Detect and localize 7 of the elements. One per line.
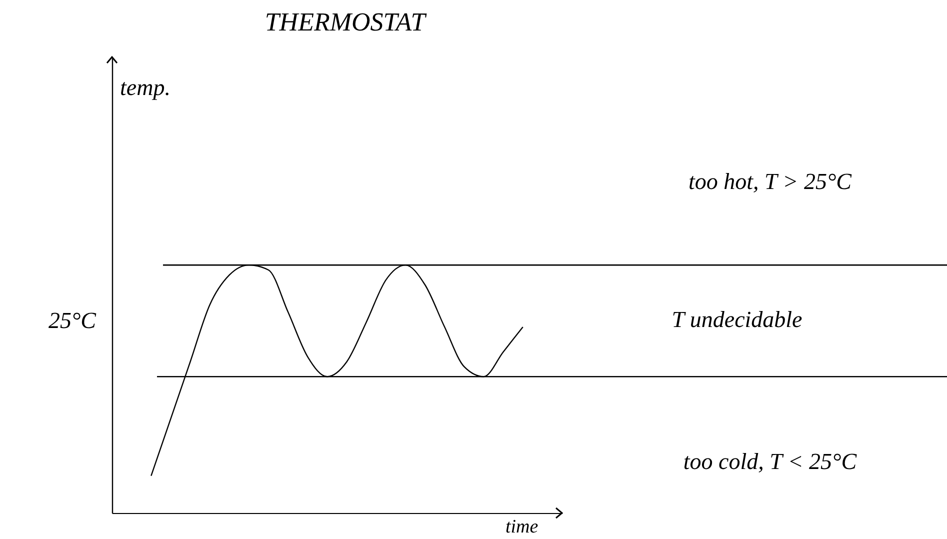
text: 25°C: [48, 308, 97, 333]
text: T undecidable: [672, 307, 802, 332]
chart-title: THERMOSTAT: [264, 8, 427, 36]
text: too hot, T > 25°C: [688, 169, 852, 194]
text: too cold, T < 25°C: [683, 449, 858, 474]
text: temp.: [120, 75, 170, 100]
x-axis-title: time: [506, 516, 538, 538]
